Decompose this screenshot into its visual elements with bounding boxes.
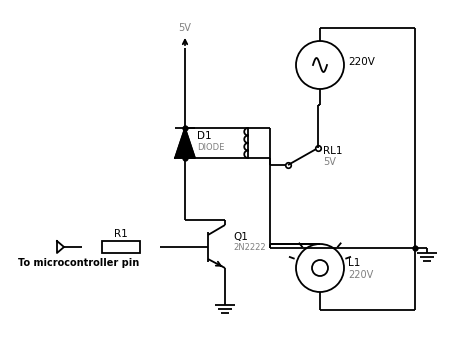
Text: DIODE: DIODE (197, 143, 224, 153)
Text: To microcontroller pin: To microcontroller pin (18, 258, 139, 268)
Text: Q1: Q1 (233, 232, 248, 242)
Bar (102, 241, 140, 253)
Text: 5V: 5V (179, 23, 191, 33)
Text: L1: L1 (348, 258, 360, 268)
Text: R1: R1 (114, 229, 128, 239)
Text: D1: D1 (197, 131, 211, 141)
Text: 220V: 220V (348, 270, 373, 280)
Text: RL1: RL1 (323, 146, 343, 156)
Text: 5V: 5V (323, 157, 336, 167)
Polygon shape (175, 128, 195, 158)
Text: 220V: 220V (348, 57, 375, 67)
Text: 2N2222: 2N2222 (233, 243, 265, 253)
